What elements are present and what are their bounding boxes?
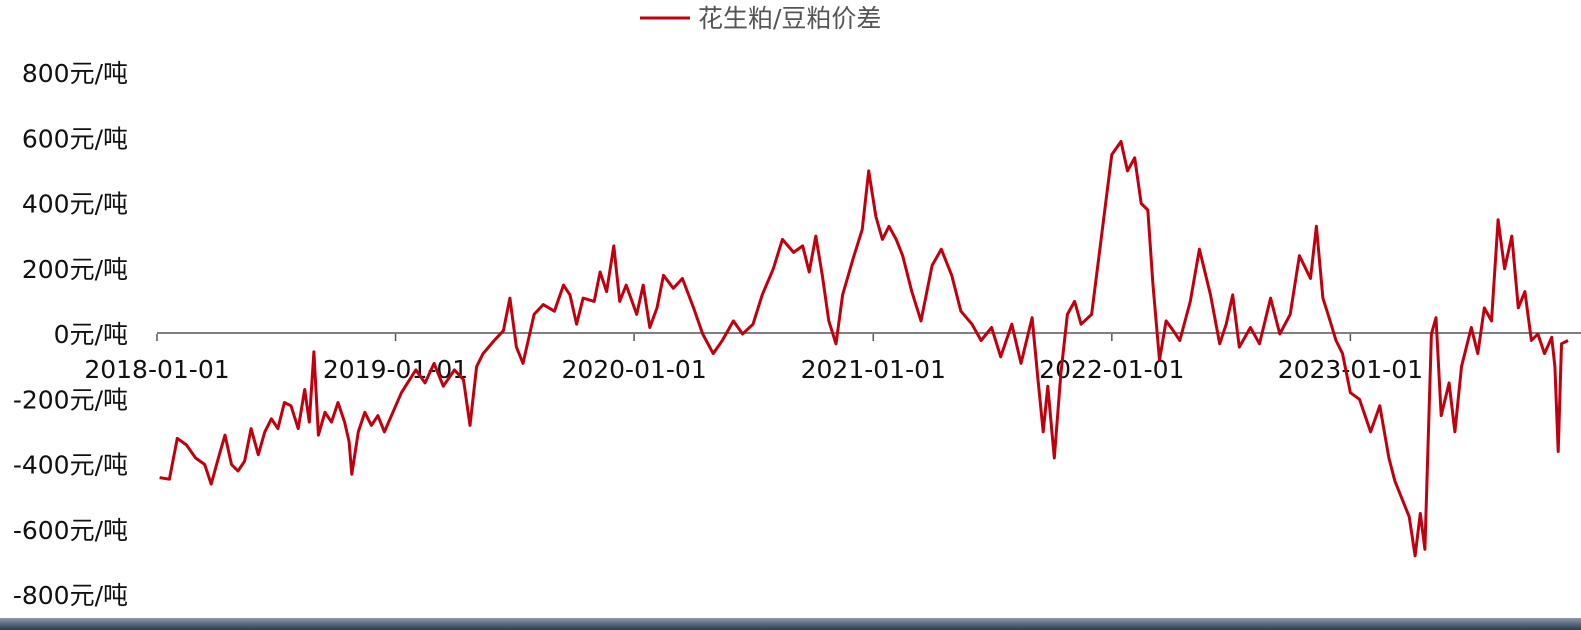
y-tick-label: 200元/吨 <box>22 255 128 284</box>
x-tick-label: 2019-01-01 <box>323 355 468 384</box>
legend: 花生粕/豆粕价差 <box>640 4 881 33</box>
y-tick-label: 800元/吨 <box>22 59 128 88</box>
y-axis: 800元/吨 600元/吨 400元/吨 200元/吨 0元/吨 -200元/吨 -400元… <box>13 59 128 610</box>
x-tick-label: 2020-01-01 <box>561 355 706 384</box>
y-tick-label: 0元/吨 <box>54 320 128 349</box>
series-line <box>159 140 1569 558</box>
window-bottom-edge <box>0 618 1581 630</box>
y-tick-label: -600元/吨 <box>13 516 128 545</box>
legend-entry-0: 花生粕/豆粕价差 <box>698 4 881 33</box>
x-tick-label: 2018-01-01 <box>84 355 229 384</box>
x-tick-label: 2023-01-01 <box>1278 355 1423 384</box>
y-tick-label: 400元/吨 <box>22 190 128 219</box>
y-tick-label: -200元/吨 <box>13 385 128 414</box>
y-tick-label: 600元/吨 <box>22 124 128 153</box>
y-tick-label: -800元/吨 <box>13 581 128 610</box>
series-layer <box>159 140 1569 558</box>
x-tick-label: 2021-01-01 <box>801 355 946 384</box>
x-axis: 2018-01-01 2019-01-01 2020-01-01 2021-01-01… <box>84 334 1423 384</box>
y-tick-label: -400元/吨 <box>13 451 128 480</box>
